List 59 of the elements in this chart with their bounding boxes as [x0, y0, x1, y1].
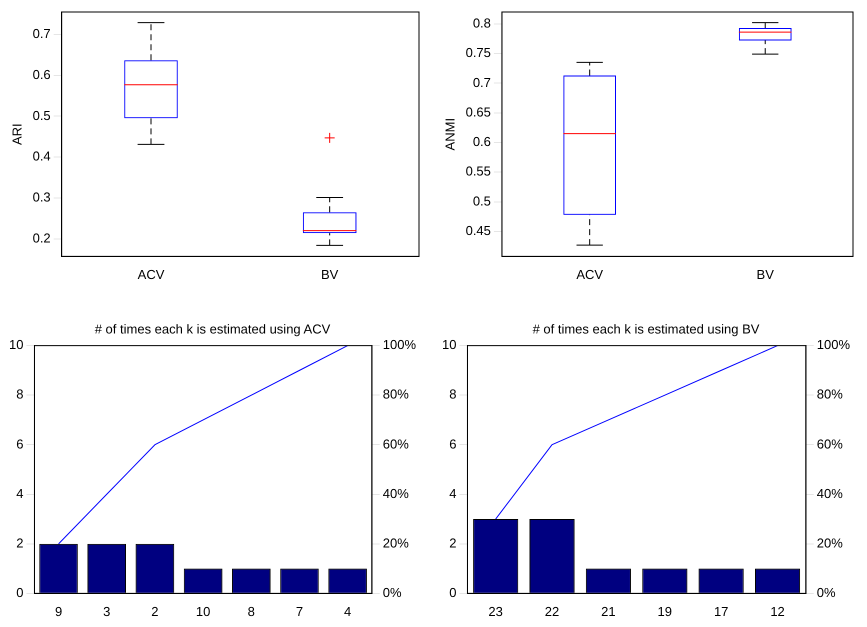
y-axis-title: ARI: [9, 123, 24, 146]
x-tick-label: 4: [344, 604, 352, 619]
x-tick-label: 8: [248, 604, 255, 619]
y-tick-label: 0.2: [32, 230, 51, 246]
y-axis-title: ANMI: [442, 118, 458, 150]
y-tick-label: 8: [449, 386, 456, 402]
y-tick-label: 6: [449, 436, 456, 452]
x-tick-label: BV: [756, 266, 774, 282]
y-tick-label: 8: [16, 386, 24, 402]
y-tick-label: 6: [16, 436, 24, 452]
x-tick-label: 2: [151, 604, 159, 619]
y-tick-label: 0.5: [472, 193, 491, 208]
x-tick-label: 19: [658, 604, 672, 619]
chart-title: # of times each k is estimated using ACV: [94, 321, 331, 336]
x-tick-label: ACV: [138, 266, 165, 282]
x-tick-label: 21: [601, 604, 616, 619]
y2-tick-label: 80%: [382, 386, 410, 402]
x-tick-label: 12: [770, 604, 785, 619]
y-tick-label: 4: [449, 486, 456, 501]
y2-tick-label: 40%: [816, 486, 844, 501]
y-tick-label: 2: [449, 535, 456, 550]
y-tick-label: 0.5: [32, 108, 51, 123]
y-tick-label: 0.3: [32, 190, 51, 205]
y-tick-label: 10: [8, 337, 24, 352]
y-tick-label: 0.4: [32, 148, 51, 164]
y-tick-label: 0.6: [472, 134, 491, 150]
x-tick-label: 22: [544, 604, 560, 619]
y2-tick-label: 60%: [382, 436, 410, 452]
x-tick-label: ACV: [576, 266, 604, 282]
y-tick-label: 0.8: [472, 15, 491, 30]
x-tick-label: 3: [103, 604, 110, 619]
y-tick-label: 0.45: [466, 223, 491, 238]
y-tick-label: 0.65: [466, 104, 491, 120]
y-tick-label: 0.7: [32, 26, 51, 42]
y-tick-label: 4: [16, 486, 24, 501]
y-tick-label: 10: [442, 337, 456, 352]
y-tick-label: 0.7: [472, 74, 491, 90]
y2-tick-label: 80%: [816, 386, 844, 402]
y-tick-label: 0.75: [466, 45, 491, 60]
x-tick-label: BV: [320, 266, 339, 282]
chart-title: # of times each k is estimated using BV: [532, 321, 760, 336]
y2-tick-label: 100%: [816, 337, 850, 352]
y-tick-label: 0.55: [466, 164, 491, 179]
y2-tick-label: 60%: [816, 436, 844, 452]
y-tick-label: 0: [449, 584, 456, 600]
x-tick-label: 17: [714, 604, 728, 619]
y2-tick-label: 100%: [382, 337, 416, 352]
x-tick-label: 9: [54, 604, 62, 619]
y-tick-label: 0.6: [32, 66, 51, 82]
y-tick-label: 0: [16, 584, 24, 600]
y2-tick-label: 40%: [382, 486, 410, 501]
y-tick-label: 2: [16, 535, 24, 550]
y2-tick-label: 0%: [382, 584, 402, 600]
y2-tick-label: 0%: [816, 584, 836, 600]
x-tick-label: 10: [196, 604, 210, 619]
y2-tick-label: 20%: [382, 535, 410, 550]
x-tick-label: 7: [296, 604, 304, 619]
y2-tick-label: 20%: [816, 535, 844, 550]
x-tick-label: 23: [488, 604, 503, 619]
